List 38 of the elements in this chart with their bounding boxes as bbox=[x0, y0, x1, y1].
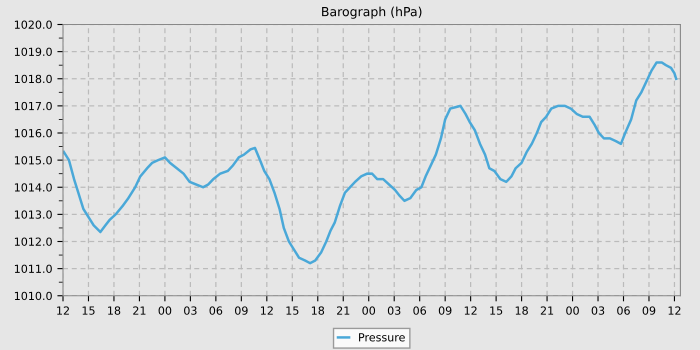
x-tick-label: 00 bbox=[362, 306, 376, 315]
y-tick-label: 1018.0 bbox=[14, 74, 52, 84]
x-tick-label: 03 bbox=[388, 306, 400, 315]
x-tick-label: 15 bbox=[490, 306, 502, 315]
y-tick-label: 1020.0 bbox=[14, 20, 52, 29]
y-tick-label: 1016.0 bbox=[14, 128, 52, 138]
x-tick-label: 03 bbox=[592, 306, 604, 315]
x-tick-label: 12 bbox=[464, 306, 477, 315]
x-tick-label: 00 bbox=[566, 306, 579, 315]
x-tick-label: 12 bbox=[57, 306, 69, 315]
legend-label: Pressure bbox=[359, 333, 405, 342]
x-tick-label: 18 bbox=[312, 306, 324, 315]
chart-title: Barograph (hPa) bbox=[322, 6, 422, 19]
x-tick-label: 00 bbox=[158, 306, 172, 315]
y-tick-label: 1015.0 bbox=[14, 156, 52, 165]
y-tick-label: 1010.0 bbox=[14, 292, 52, 300]
x-tick-label: 21 bbox=[133, 306, 146, 315]
y-tick-label: 1013.0 bbox=[14, 210, 52, 219]
x-tick-label: 15 bbox=[286, 306, 298, 315]
y-tick-label: 1011.0 bbox=[14, 264, 52, 274]
x-tick-label: 12 bbox=[260, 306, 273, 315]
x-tick-label: 06 bbox=[617, 306, 630, 315]
x-tick-label: 09 bbox=[235, 306, 248, 315]
x-tick-label: 15 bbox=[82, 306, 95, 315]
x-tick-label: 09 bbox=[438, 306, 452, 315]
y-tick-label: 1014.0 bbox=[14, 183, 52, 192]
x-tick-label: 18 bbox=[516, 306, 528, 315]
x-tick-label: 06 bbox=[413, 306, 426, 315]
y-tick-label: 1012.0 bbox=[14, 237, 52, 246]
x-tick-label: 12 bbox=[668, 306, 680, 315]
x-tick-label: 09 bbox=[642, 306, 656, 315]
y-tick-label: 1019.0 bbox=[14, 48, 52, 56]
y-tick-label: 1017.0 bbox=[14, 102, 52, 110]
x-tick-label: 06 bbox=[210, 306, 222, 315]
x-tick-label: 03 bbox=[184, 306, 197, 315]
x-tick-label: 21 bbox=[336, 306, 350, 315]
x-tick-label: 21 bbox=[540, 306, 554, 315]
x-tick-label: 18 bbox=[108, 306, 120, 315]
